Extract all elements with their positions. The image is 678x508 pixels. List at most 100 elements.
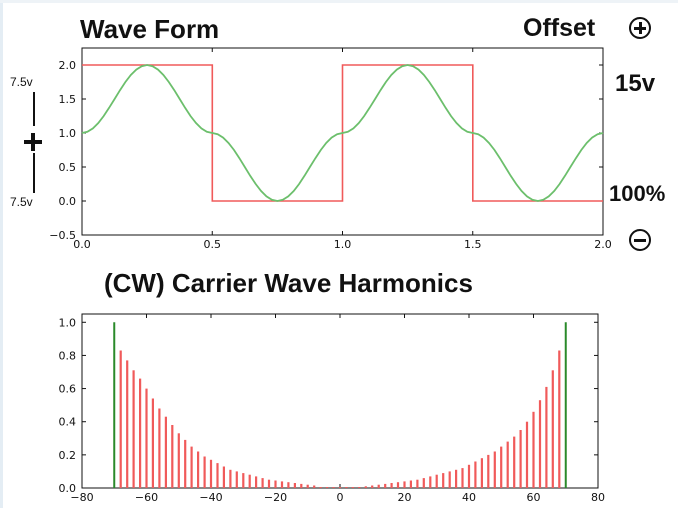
harmonic-bar xyxy=(487,454,490,488)
harmonic-bar-small xyxy=(326,487,329,488)
offset-decrease-button[interactable] xyxy=(629,229,651,251)
harm-x-tick-label: 20 xyxy=(398,491,412,504)
wave-y-tick-label: 2.0 xyxy=(59,59,77,72)
harmonic-bar xyxy=(506,441,509,488)
harmonic-bar xyxy=(455,469,458,488)
amplitude-range-line-top xyxy=(33,92,35,126)
wave-x-tick-label: 0.5 xyxy=(204,238,222,251)
harmonic-bar xyxy=(222,466,225,488)
harmonic-bar-small xyxy=(319,487,322,488)
harmonic-bar xyxy=(384,483,387,488)
harmonic-bar xyxy=(119,350,122,488)
harmonic-bar xyxy=(442,473,445,488)
harmonic-bar xyxy=(164,416,167,488)
harmonic-bar-small xyxy=(332,487,335,488)
harmonic-bar xyxy=(416,479,419,488)
harmonic-bar xyxy=(190,446,193,488)
harmonic-bar xyxy=(545,386,548,488)
harmonic-bar xyxy=(126,360,129,488)
harmonic-bar-small xyxy=(338,487,342,488)
harmonic-bar xyxy=(551,370,554,488)
harmonic-bar xyxy=(558,350,561,488)
harmonic-bar xyxy=(242,473,245,488)
harmonic-bar xyxy=(267,479,271,488)
harmonic-bar xyxy=(139,378,142,488)
harmonic-bar xyxy=(409,480,412,488)
harmonic-bar xyxy=(493,451,496,488)
harmonic-bar xyxy=(235,471,238,488)
harmonics-title: (CW) Carrier Wave Harmonics xyxy=(104,268,473,298)
harmonic-bar xyxy=(371,485,374,488)
harmonic-bar xyxy=(519,430,522,488)
harmonic-bar xyxy=(145,388,148,488)
harmonic-bar xyxy=(500,446,503,488)
harm-x-tick-label: −20 xyxy=(264,491,287,504)
wave-x-tick-label: 1.0 xyxy=(334,238,352,251)
harmonic-bar xyxy=(229,469,232,488)
harmonic-bar xyxy=(203,456,206,488)
offset-label: Offset xyxy=(523,14,596,42)
harmonic-bar xyxy=(177,433,180,488)
wave-x-tick-label: 1.5 xyxy=(464,238,482,251)
harm-y-tick-label: 0.2 xyxy=(59,449,77,462)
minus-circle-icon xyxy=(634,238,646,242)
harmonic-bar xyxy=(151,398,154,488)
harmonic-bar xyxy=(158,408,161,488)
harmonic-bar xyxy=(396,482,400,488)
harmonic-bar xyxy=(377,484,380,488)
harm-y-tick-label: 0.6 xyxy=(59,383,77,396)
harmonic-bar-small xyxy=(345,487,348,488)
harmonic-bar xyxy=(435,474,438,488)
amplitude-range-line-bottom xyxy=(33,153,35,193)
harmonic-bar xyxy=(197,451,200,488)
top-edge xyxy=(0,0,678,3)
harmonic-bar xyxy=(280,481,284,488)
wave-x-tick-label: 2.0 xyxy=(594,238,612,251)
harmonic-bar xyxy=(306,484,309,488)
left-edge xyxy=(0,0,3,508)
wave-y-tick-label: −0.5 xyxy=(49,229,76,242)
harm-x-tick-label: −80 xyxy=(70,491,93,504)
wave-form-title: Wave Form xyxy=(80,14,220,44)
harm-y-tick-label: 1.0 xyxy=(59,316,77,329)
harmonic-bar-small xyxy=(358,487,361,488)
harmonic-bar xyxy=(216,463,219,488)
harmonic-bar xyxy=(474,461,477,488)
harmonic-bar xyxy=(480,458,483,488)
harmonic-bar xyxy=(287,482,290,488)
harmonic-bar xyxy=(248,474,251,488)
wave-y-tick-label: 1.0 xyxy=(59,127,77,140)
voltage-value: 15v xyxy=(615,70,656,97)
harmonic-bar xyxy=(467,464,471,488)
harmonic-bar xyxy=(184,439,187,488)
harmonic-bar xyxy=(209,459,213,488)
wave-y-tick-label: 0.5 xyxy=(59,161,77,174)
offset-increase-button[interactable] xyxy=(629,17,651,39)
harm-x-tick-label: 60 xyxy=(527,491,541,504)
harmonic-bar xyxy=(538,400,542,488)
harmonic-bar xyxy=(293,483,296,488)
harmonic-bar xyxy=(364,486,367,488)
harm-x-tick-label: 80 xyxy=(591,491,605,504)
harmonic-bar xyxy=(313,485,316,488)
harm-y-tick-label: 0.8 xyxy=(59,349,77,362)
harmonic-bar xyxy=(461,468,464,488)
harmonic-bar xyxy=(532,411,535,488)
harm-y-tick-label: 0.0 xyxy=(59,482,77,495)
harmonic-bar xyxy=(171,425,174,488)
sine-wave-line xyxy=(81,64,604,202)
wave-x-tick-label: 0.0 xyxy=(73,238,91,251)
harm-x-tick-label: 40 xyxy=(462,491,476,504)
harmonic-bar xyxy=(261,478,264,488)
harmonic-bar xyxy=(300,483,303,488)
harmonic-bar xyxy=(274,480,277,488)
percent-value: 100% xyxy=(609,181,666,206)
harmonic-bar xyxy=(448,471,451,488)
amplitude-plus-button[interactable] xyxy=(22,131,44,153)
wave-y-tick-label: 1.5 xyxy=(59,93,77,106)
harmonic-bar xyxy=(255,476,258,488)
harmonic-bar xyxy=(132,370,135,488)
harmonic-bar xyxy=(525,421,529,488)
